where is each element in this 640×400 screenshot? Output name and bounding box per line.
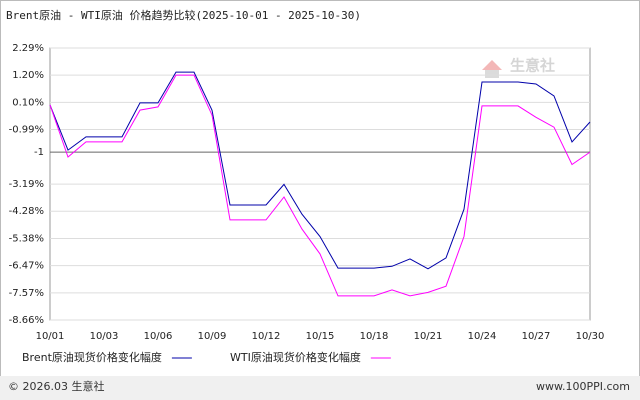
x-tick-label: 10/01 xyxy=(36,331,65,342)
y-tick-label: -0.99% xyxy=(9,124,44,135)
y-tick-label: -1 xyxy=(34,147,44,158)
series-line xyxy=(49,71,591,270)
y-tick-label: 2.29% xyxy=(12,43,44,54)
y-tick-label: -7.57% xyxy=(9,288,44,299)
x-tick-label: 10/24 xyxy=(468,331,497,342)
footer-right: www.100PPI.com xyxy=(536,380,630,393)
x-tick-label: 10/09 xyxy=(198,331,227,342)
y-tick-label: -4.28% xyxy=(9,206,44,217)
x-tick-label: 10/03 xyxy=(90,331,119,342)
x-tick-label: 10/06 xyxy=(144,331,173,342)
legend-label: WTI原油现货价格变化幅度 xyxy=(230,350,361,364)
legend-label: Brent原油现货价格变化幅度 xyxy=(22,350,162,364)
series-line xyxy=(49,74,591,297)
x-tick-label: 10/30 xyxy=(576,331,605,342)
x-tick-label: 10/12 xyxy=(252,331,281,342)
footer-left: © 2026.03 生意社 xyxy=(8,379,104,393)
y-tick-label: 1.20% xyxy=(12,70,44,81)
x-tick-label: 10/21 xyxy=(414,331,443,342)
x-tick-label: 10/27 xyxy=(522,331,551,342)
x-tick-label: 10/15 xyxy=(306,331,335,342)
footer-bar xyxy=(0,376,640,400)
chart-title: Brent原油 - WTI原油 价格趋势比较(2025-10-01 - 2025… xyxy=(6,8,361,22)
y-tick-label: -6.47% xyxy=(9,261,44,272)
watermark-logo: 生意社 xyxy=(482,57,555,78)
y-tick-label: 0.10% xyxy=(12,97,44,108)
watermark: 生意社 xyxy=(510,57,555,75)
y-tick-label: -5.38% xyxy=(9,234,44,245)
y-tick-label: -8.66% xyxy=(9,315,44,326)
y-tick-label: -3.19% xyxy=(9,179,44,190)
x-tick-label: 10/18 xyxy=(360,331,389,342)
